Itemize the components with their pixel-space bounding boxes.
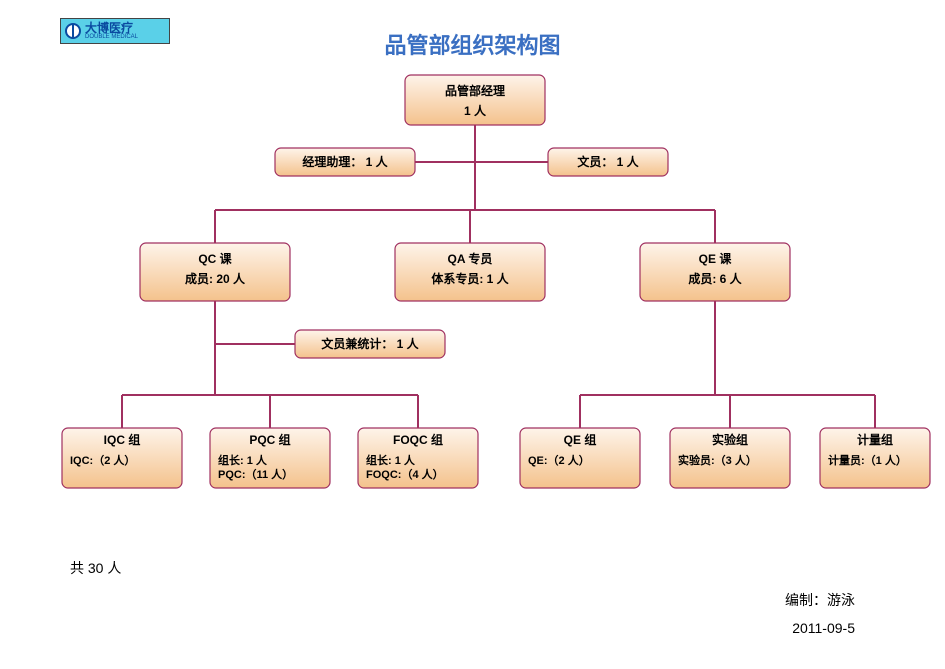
- node-foqc: FOQC 组组长: 1 人FOQC:（4 人）: [358, 428, 478, 488]
- node-qe: QE 课成员: 6 人: [640, 243, 790, 301]
- node-assist: 经理助理： 1 人: [275, 148, 415, 176]
- svg-text:FOQC:（4 人）: FOQC:（4 人）: [366, 467, 444, 481]
- node-metr: 计量组计量员:（1 人）: [820, 428, 930, 488]
- node-clerk: 文员： 1 人: [548, 148, 668, 176]
- svg-text:计量员:（1 人）: 计量员:（1 人）: [828, 453, 907, 467]
- svg-text:QE 组: QE 组: [564, 432, 597, 447]
- node-stat: 文员兼统计： 1 人: [295, 330, 445, 358]
- svg-text:FOQC 组: FOQC 组: [393, 432, 443, 447]
- svg-text:组长: 1 人: 组长: 1 人: [218, 453, 268, 467]
- svg-text:计量组: 计量组: [857, 432, 893, 447]
- svg-text:组长: 1 人: 组长: 1 人: [366, 453, 416, 467]
- svg-text:体系专员: 1 人: 体系专员: 1 人: [431, 271, 509, 286]
- svg-text:文员： 1 人: 文员： 1 人: [577, 154, 639, 169]
- nodes: 品管部经理 1 人经理助理： 1 人 文员： 1 人 QC 课成员: 20 人 QA 专…: [62, 75, 930, 488]
- node-root: 品管部经理 1 人: [405, 75, 545, 125]
- footer-date: 2011-09-5: [792, 620, 855, 636]
- org-chart: 品管部经理 1 人经理助理： 1 人 文员： 1 人 QC 课成员: 20 人 QA 专…: [0, 0, 945, 540]
- node-qa: QA 专员体系专员: 1 人: [395, 243, 545, 301]
- node-lab: 实验组实验员:（3 人）: [670, 428, 790, 488]
- node-qegrp: QE 组 QE:（2 人）: [520, 428, 640, 488]
- svg-text:QE:（2 人）: QE:（2 人）: [528, 453, 590, 467]
- svg-text:1 人: 1 人: [464, 103, 487, 118]
- node-iqc: IQC 组 IQC:（2 人）: [62, 428, 182, 488]
- svg-text:实验员:（3 人）: 实验员:（3 人）: [678, 453, 757, 467]
- svg-text:IQC 组: IQC 组: [104, 432, 141, 447]
- svg-text:经理助理： 1 人: 经理助理： 1 人: [302, 154, 388, 169]
- svg-text:PQC 组: PQC 组: [249, 432, 290, 447]
- footer-author: 编制：游泳: [785, 590, 855, 610]
- svg-text:成员: 20 人: 成员: 20 人: [185, 271, 246, 286]
- svg-text:IQC:（2 人）: IQC:（2 人）: [70, 453, 135, 467]
- node-qc: QC 课成员: 20 人: [140, 243, 290, 301]
- node-pqc: PQC 组组长: 1 人PQC:（11 人）: [210, 428, 330, 488]
- svg-text:品管部经理: 品管部经理: [445, 83, 505, 98]
- footer-total: 共 30 人: [70, 558, 121, 578]
- svg-text:文员兼统计： 1 人: 文员兼统计： 1 人: [321, 336, 419, 351]
- svg-text:QE 课: QE 课: [699, 251, 733, 266]
- svg-text:PQC:（11 人）: PQC:（11 人）: [218, 467, 293, 481]
- svg-text:成员: 6 人: 成员: 6 人: [688, 271, 742, 286]
- svg-text:实验组: 实验组: [712, 432, 748, 447]
- svg-text:QC 课: QC 课: [198, 251, 232, 266]
- svg-text:QA 专员: QA 专员: [448, 251, 493, 266]
